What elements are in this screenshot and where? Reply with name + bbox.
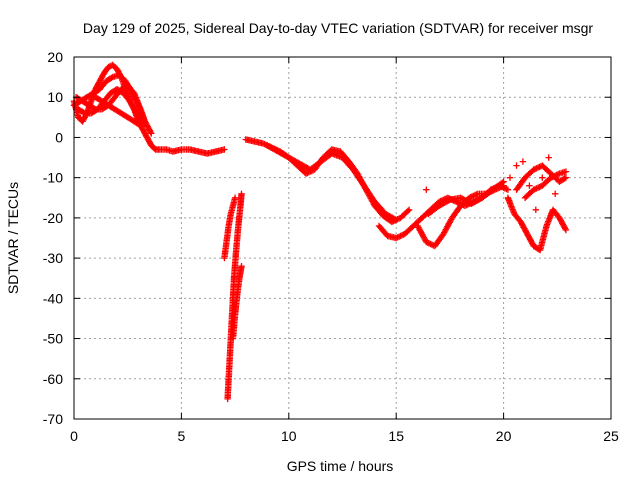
data-point [562,174,570,181]
data-point [393,234,400,242]
data-point [105,63,112,71]
data-point [545,154,552,161]
data-point [424,239,431,246]
data-point [147,128,154,136]
data-point [221,146,228,153]
data-point [526,182,533,189]
data-point [391,215,399,223]
plot-border [73,56,612,420]
data-point [231,194,239,201]
data-point [506,174,514,181]
data-point [553,171,560,179]
data-point [539,174,546,181]
x-axis-label: GPS time / hours [287,458,394,474]
data-point [500,178,507,185]
y-tick-label: -20 [43,210,63,226]
axes-layer [73,56,612,420]
y-tick-label: -60 [43,371,63,387]
data-point [238,190,245,197]
data-point [80,109,87,116]
data-layer [70,61,570,403]
data-point [552,190,559,197]
data-point [395,233,403,240]
data-point [471,191,479,199]
data-point [427,240,434,248]
data-point [531,185,539,193]
data-point [467,193,474,201]
data-point [148,130,155,137]
data-point [504,186,512,193]
data-point [499,179,506,186]
data-point [549,173,556,181]
x-tick-label: 25 [603,428,619,444]
x-tick-label: 5 [178,428,186,444]
data-point [536,183,543,191]
data-point [554,171,562,178]
y-tick-label: 0 [55,129,63,145]
data-point [393,216,400,224]
y-tick-label: -70 [43,411,63,427]
x-tick-label: 20 [496,428,512,444]
data-point [562,226,570,234]
data-point [445,197,452,204]
data-point [136,121,143,128]
data-point [547,174,555,181]
y-axis-label: SDTVAR / TECUs [5,182,21,294]
data-point [561,175,568,182]
y-tick-label: 10 [47,89,63,105]
data-point [519,158,527,165]
data-point [108,74,115,82]
y-tick-label: -40 [43,290,63,306]
chart-title: Day 129 of 2025, Sidereal Day-to-day VTE… [83,20,593,36]
data-point [552,172,559,179]
data-point [238,263,245,270]
data-point [423,238,430,246]
y-tick-label: -10 [43,170,63,186]
data-point [262,141,270,148]
data-point [532,206,539,213]
data-point [534,164,542,171]
tick-layer: 0 5 10 15 20 25 20 10 0 -10 -20 -30 -40 -50 -60 -70 [43,49,619,444]
data-point [513,162,520,169]
data-point [562,168,570,175]
data-point [423,186,430,193]
y-tick-label: -50 [43,331,63,347]
data-point [405,206,413,213]
y-tick-label: -30 [43,250,63,266]
data-point [404,207,412,215]
y-tick-label: 20 [47,49,63,65]
data-point [397,232,404,240]
x-tick-label: 10 [281,428,297,444]
data-point [531,165,539,173]
x-tick-label: 0 [70,428,78,444]
x-tick-label: 15 [388,428,404,444]
data-point [137,122,144,129]
data-point [261,140,268,148]
data-point [562,225,569,232]
